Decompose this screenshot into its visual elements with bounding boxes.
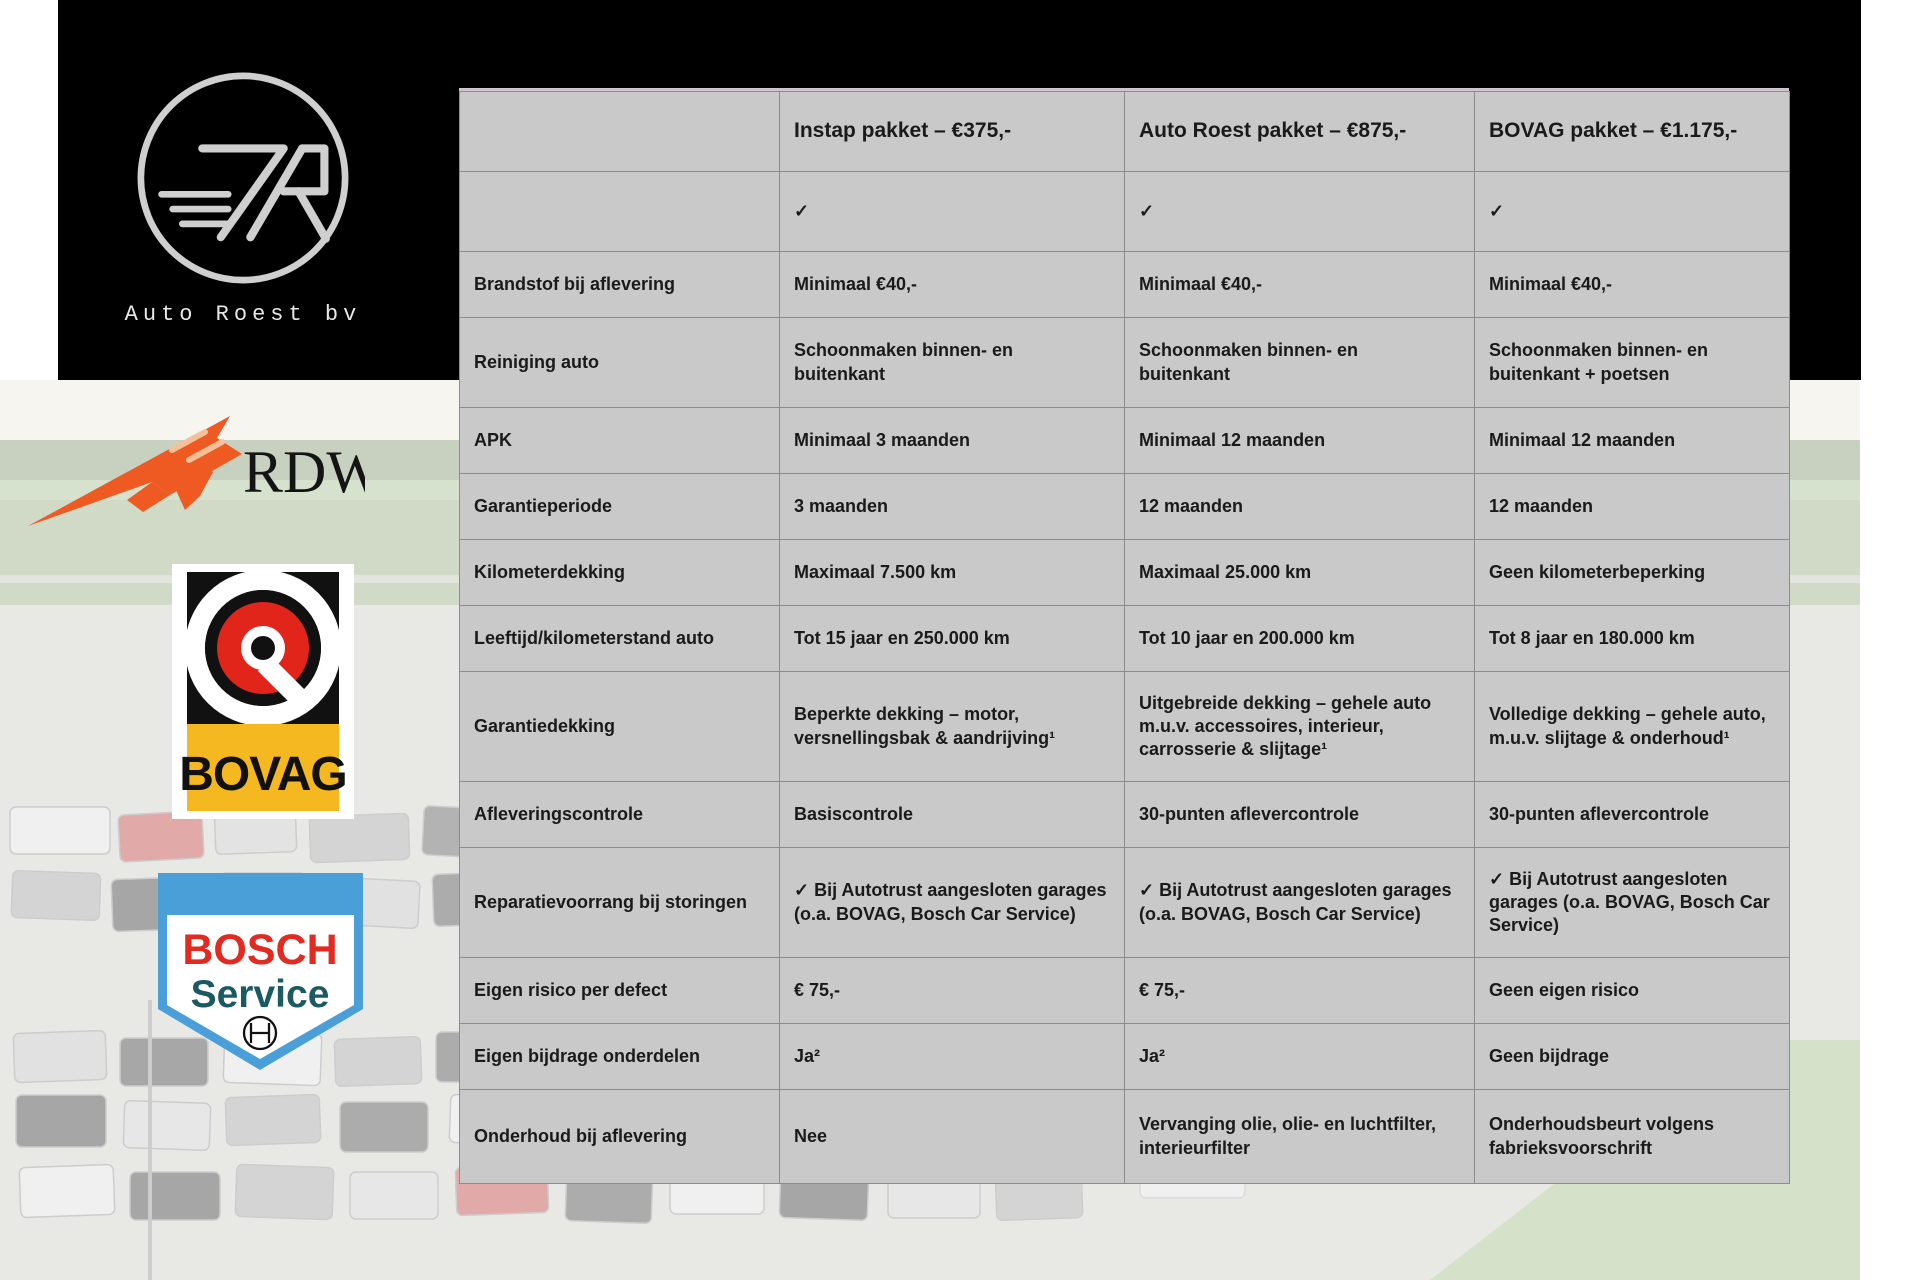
svg-text:RDW: RDW — [243, 439, 365, 505]
svg-text:Service: Service — [191, 973, 330, 1016]
svg-text:BOSCH: BOSCH — [182, 926, 337, 974]
svg-text:BOVAG: BOVAG — [179, 748, 346, 801]
